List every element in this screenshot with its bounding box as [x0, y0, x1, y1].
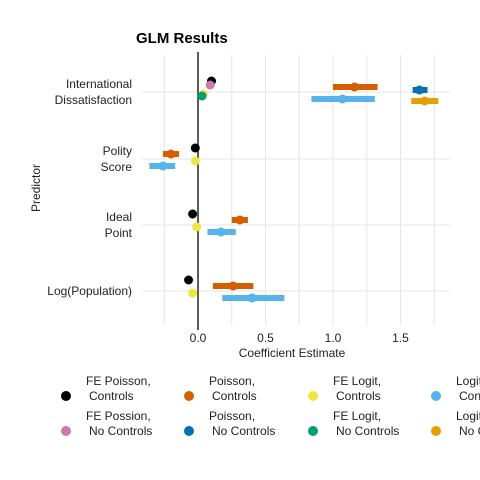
estimate-point	[235, 215, 245, 225]
estimate-point	[228, 281, 238, 291]
legend-key	[61, 426, 71, 436]
estimate-point	[188, 209, 198, 219]
legend-label-line: Controls	[212, 389, 257, 403]
estimate-point	[197, 91, 207, 101]
y-axis-tick-labels: International Dissatisfaction Polity Score I…	[47, 77, 132, 298]
y-tick-label: Polity	[103, 144, 132, 158]
y-tick-label: Log(Population)	[47, 284, 132, 298]
y-tick-label: Score	[101, 160, 133, 174]
estimate-point	[190, 143, 200, 153]
legend-key	[308, 391, 318, 401]
estimate-point	[350, 82, 360, 92]
estimate-point	[337, 94, 347, 104]
legend-label-line: FE Possion,	[86, 409, 151, 423]
legend-key	[431, 391, 441, 401]
legend-label-line: No Controls	[336, 424, 399, 438]
legend-label-line: No Controls	[212, 424, 275, 438]
x-tick-label: 1.0	[325, 331, 342, 345]
estimate-point	[216, 227, 226, 237]
legend-label-line: FE Logit,	[333, 374, 381, 388]
legend-label: Poisson, No Controls	[209, 409, 275, 438]
estimate-point	[188, 288, 198, 298]
grid	[142, 55, 450, 325]
estimate-point	[247, 293, 257, 303]
legend-label-line: Controls	[459, 389, 480, 403]
estimate-point	[192, 222, 202, 232]
estimate-point	[158, 161, 168, 171]
estimate-point	[205, 80, 215, 90]
estimate-point	[414, 85, 424, 95]
legend-label: FE Logit, No Controls	[333, 409, 399, 438]
legend-label: Poisson, Controls	[209, 374, 257, 403]
estimate-point	[190, 156, 200, 166]
legend-key	[61, 391, 71, 401]
legend-key	[184, 426, 194, 436]
legend-label-line: Controls	[336, 389, 381, 403]
x-axis-tick-labels: 0.0 0.5 1.0 1.5	[190, 331, 410, 345]
legend-label-line: No Controls	[459, 424, 480, 438]
estimate-point	[420, 96, 430, 106]
legend-label: FE Possion, No Controls	[86, 409, 152, 438]
legend-key	[184, 391, 194, 401]
x-tick-label: 1.5	[392, 331, 409, 345]
estimate-point	[166, 149, 176, 159]
y-axis-title: Predictor	[29, 164, 43, 212]
legend-label-line: Poisson,	[209, 374, 255, 388]
chart-title: GLM Results	[136, 30, 228, 47]
legend-label: Logit,Controls	[456, 374, 480, 403]
legend-key	[308, 426, 318, 436]
estimate-point	[184, 275, 194, 285]
x-tick-label: 0.0	[190, 331, 207, 345]
legend-label: FE Poisson, Controls	[86, 374, 151, 403]
y-tick-label: Dissatisfaction	[55, 93, 132, 107]
legend-label-line: Logit,	[456, 374, 480, 388]
plot-marks	[149, 76, 439, 303]
legend-label-line: FE Poisson,	[86, 374, 151, 388]
y-tick-label: Ideal	[106, 210, 132, 224]
y-tick-label: Point	[105, 226, 133, 240]
legend-label: Logit,No Controls	[456, 409, 480, 438]
x-axis-title: Coefficient Estimate	[239, 346, 346, 360]
legend-label-line: FE Logit,	[333, 409, 381, 423]
x-tick-label: 0.5	[257, 331, 274, 345]
legend-key	[431, 426, 441, 436]
legend-label-line: No Controls	[89, 424, 152, 438]
legend-label-line: Logit,	[456, 409, 480, 423]
legend-label-line: Poisson,	[209, 409, 255, 423]
legend-label: FE Logit, Controls	[333, 374, 381, 403]
y-tick-label: International	[66, 77, 132, 91]
legend-label-line: Controls	[89, 389, 134, 403]
